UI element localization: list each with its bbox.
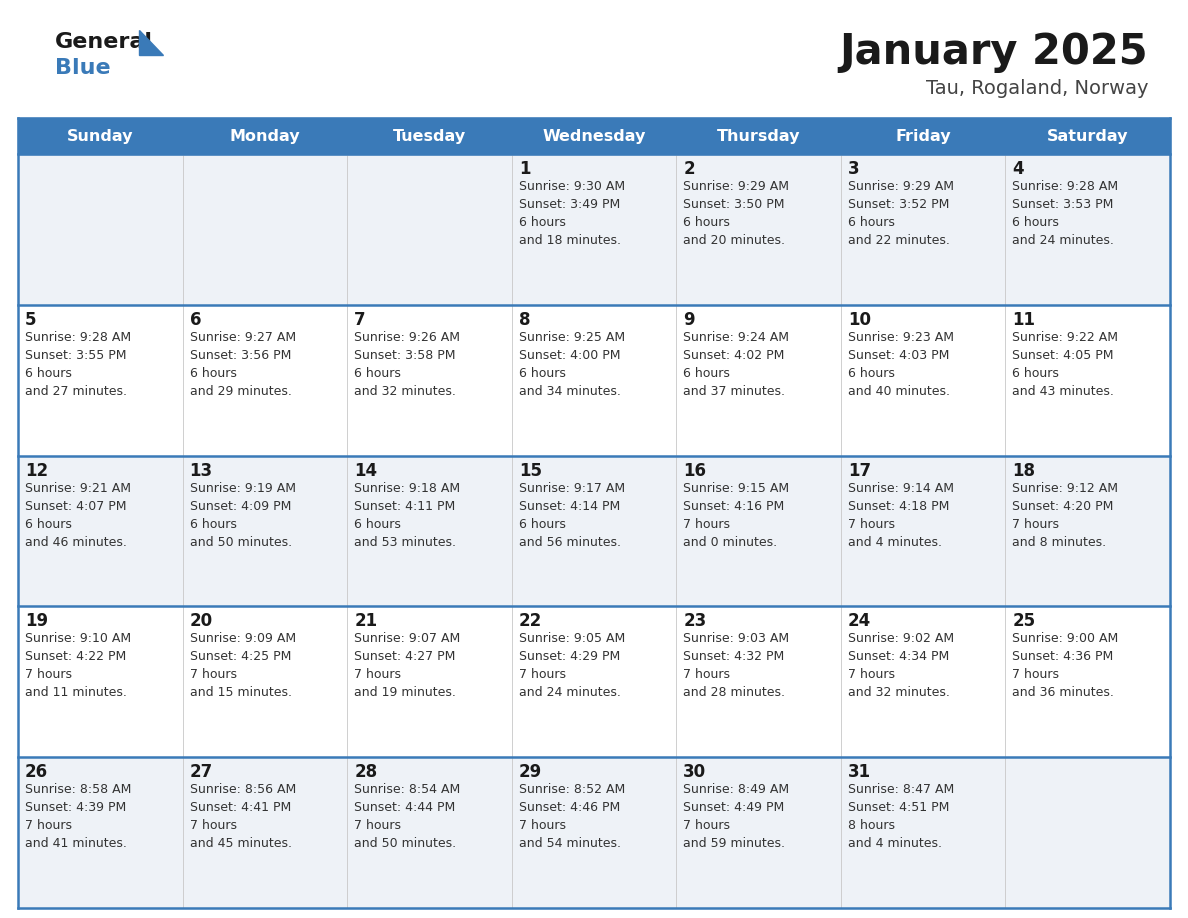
Text: 6: 6 bbox=[190, 311, 201, 329]
Text: Sunrise: 9:02 AM
Sunset: 4:34 PM
7 hours
and 32 minutes.: Sunrise: 9:02 AM Sunset: 4:34 PM 7 hours… bbox=[848, 633, 954, 700]
Text: 24: 24 bbox=[848, 612, 871, 631]
Text: 20: 20 bbox=[190, 612, 213, 631]
Text: Sunrise: 9:21 AM
Sunset: 4:07 PM
6 hours
and 46 minutes.: Sunrise: 9:21 AM Sunset: 4:07 PM 6 hours… bbox=[25, 482, 131, 549]
Text: Sunrise: 9:07 AM
Sunset: 4:27 PM
7 hours
and 19 minutes.: Sunrise: 9:07 AM Sunset: 4:27 PM 7 hours… bbox=[354, 633, 461, 700]
Text: 5: 5 bbox=[25, 311, 37, 329]
Text: Sunrise: 9:03 AM
Sunset: 4:32 PM
7 hours
and 28 minutes.: Sunrise: 9:03 AM Sunset: 4:32 PM 7 hours… bbox=[683, 633, 789, 700]
Text: 2: 2 bbox=[683, 160, 695, 178]
Text: Thursday: Thursday bbox=[716, 129, 801, 143]
Text: 28: 28 bbox=[354, 763, 378, 781]
Text: 21: 21 bbox=[354, 612, 378, 631]
Text: Sunrise: 9:29 AM
Sunset: 3:50 PM
6 hours
and 20 minutes.: Sunrise: 9:29 AM Sunset: 3:50 PM 6 hours… bbox=[683, 180, 789, 247]
Text: Sunrise: 9:22 AM
Sunset: 4:05 PM
6 hours
and 43 minutes.: Sunrise: 9:22 AM Sunset: 4:05 PM 6 hours… bbox=[1012, 330, 1118, 397]
Text: Sunrise: 9:00 AM
Sunset: 4:36 PM
7 hours
and 36 minutes.: Sunrise: 9:00 AM Sunset: 4:36 PM 7 hours… bbox=[1012, 633, 1119, 700]
Text: 26: 26 bbox=[25, 763, 49, 781]
Bar bbox=[18, 118, 1170, 154]
Text: Sunrise: 8:52 AM
Sunset: 4:46 PM
7 hours
and 54 minutes.: Sunrise: 8:52 AM Sunset: 4:46 PM 7 hours… bbox=[519, 783, 625, 850]
Text: 3: 3 bbox=[848, 160, 859, 178]
Polygon shape bbox=[139, 30, 163, 55]
Text: Sunrise: 9:05 AM
Sunset: 4:29 PM
7 hours
and 24 minutes.: Sunrise: 9:05 AM Sunset: 4:29 PM 7 hours… bbox=[519, 633, 625, 700]
Text: Saturday: Saturday bbox=[1047, 129, 1129, 143]
Text: 15: 15 bbox=[519, 462, 542, 479]
Text: 9: 9 bbox=[683, 311, 695, 329]
Text: 4: 4 bbox=[1012, 160, 1024, 178]
Text: Sunrise: 9:14 AM
Sunset: 4:18 PM
7 hours
and 4 minutes.: Sunrise: 9:14 AM Sunset: 4:18 PM 7 hours… bbox=[848, 482, 954, 549]
Text: Sunrise: 9:12 AM
Sunset: 4:20 PM
7 hours
and 8 minutes.: Sunrise: 9:12 AM Sunset: 4:20 PM 7 hours… bbox=[1012, 482, 1118, 549]
Bar bbox=[18, 154, 1170, 305]
Text: 10: 10 bbox=[848, 311, 871, 329]
Text: Sunrise: 9:19 AM
Sunset: 4:09 PM
6 hours
and 50 minutes.: Sunrise: 9:19 AM Sunset: 4:09 PM 6 hours… bbox=[190, 482, 296, 549]
Text: Sunrise: 9:25 AM
Sunset: 4:00 PM
6 hours
and 34 minutes.: Sunrise: 9:25 AM Sunset: 4:00 PM 6 hours… bbox=[519, 330, 625, 397]
Text: 22: 22 bbox=[519, 612, 542, 631]
Bar bbox=[18, 305, 1170, 455]
Text: 16: 16 bbox=[683, 462, 707, 479]
Text: 29: 29 bbox=[519, 763, 542, 781]
Text: Sunrise: 8:49 AM
Sunset: 4:49 PM
7 hours
and 59 minutes.: Sunrise: 8:49 AM Sunset: 4:49 PM 7 hours… bbox=[683, 783, 789, 850]
Text: Sunrise: 9:09 AM
Sunset: 4:25 PM
7 hours
and 15 minutes.: Sunrise: 9:09 AM Sunset: 4:25 PM 7 hours… bbox=[190, 633, 296, 700]
Text: General: General bbox=[55, 32, 153, 52]
Text: Sunrise: 9:27 AM
Sunset: 3:56 PM
6 hours
and 29 minutes.: Sunrise: 9:27 AM Sunset: 3:56 PM 6 hours… bbox=[190, 330, 296, 397]
Bar bbox=[18, 455, 1170, 607]
Text: Sunrise: 9:29 AM
Sunset: 3:52 PM
6 hours
and 22 minutes.: Sunrise: 9:29 AM Sunset: 3:52 PM 6 hours… bbox=[848, 180, 954, 247]
Text: Monday: Monday bbox=[229, 129, 301, 143]
Text: Sunrise: 9:26 AM
Sunset: 3:58 PM
6 hours
and 32 minutes.: Sunrise: 9:26 AM Sunset: 3:58 PM 6 hours… bbox=[354, 330, 460, 397]
Text: 25: 25 bbox=[1012, 612, 1036, 631]
Text: 8: 8 bbox=[519, 311, 530, 329]
Text: 30: 30 bbox=[683, 763, 707, 781]
Text: 1: 1 bbox=[519, 160, 530, 178]
Text: 19: 19 bbox=[25, 612, 49, 631]
Text: Sunrise: 9:23 AM
Sunset: 4:03 PM
6 hours
and 40 minutes.: Sunrise: 9:23 AM Sunset: 4:03 PM 6 hours… bbox=[848, 330, 954, 397]
Text: 12: 12 bbox=[25, 462, 49, 479]
Text: 17: 17 bbox=[848, 462, 871, 479]
Text: 14: 14 bbox=[354, 462, 378, 479]
Text: Sunday: Sunday bbox=[67, 129, 133, 143]
Text: 23: 23 bbox=[683, 612, 707, 631]
Text: Sunrise: 8:47 AM
Sunset: 4:51 PM
8 hours
and 4 minutes.: Sunrise: 8:47 AM Sunset: 4:51 PM 8 hours… bbox=[848, 783, 954, 850]
Text: 13: 13 bbox=[190, 462, 213, 479]
Text: January 2025: January 2025 bbox=[840, 31, 1148, 73]
Text: Blue: Blue bbox=[55, 58, 110, 78]
Text: Sunrise: 9:28 AM
Sunset: 3:53 PM
6 hours
and 24 minutes.: Sunrise: 9:28 AM Sunset: 3:53 PM 6 hours… bbox=[1012, 180, 1119, 247]
Text: 7: 7 bbox=[354, 311, 366, 329]
Text: Tuesday: Tuesday bbox=[393, 129, 466, 143]
Text: Sunrise: 9:24 AM
Sunset: 4:02 PM
6 hours
and 37 minutes.: Sunrise: 9:24 AM Sunset: 4:02 PM 6 hours… bbox=[683, 330, 789, 397]
Text: 11: 11 bbox=[1012, 311, 1036, 329]
Text: Sunrise: 8:58 AM
Sunset: 4:39 PM
7 hours
and 41 minutes.: Sunrise: 8:58 AM Sunset: 4:39 PM 7 hours… bbox=[25, 783, 132, 850]
Text: Sunrise: 9:17 AM
Sunset: 4:14 PM
6 hours
and 56 minutes.: Sunrise: 9:17 AM Sunset: 4:14 PM 6 hours… bbox=[519, 482, 625, 549]
Text: Sunrise: 9:30 AM
Sunset: 3:49 PM
6 hours
and 18 minutes.: Sunrise: 9:30 AM Sunset: 3:49 PM 6 hours… bbox=[519, 180, 625, 247]
Text: Sunrise: 9:15 AM
Sunset: 4:16 PM
7 hours
and 0 minutes.: Sunrise: 9:15 AM Sunset: 4:16 PM 7 hours… bbox=[683, 482, 789, 549]
Text: 31: 31 bbox=[848, 763, 871, 781]
Text: 27: 27 bbox=[190, 763, 213, 781]
Text: Sunrise: 8:56 AM
Sunset: 4:41 PM
7 hours
and 45 minutes.: Sunrise: 8:56 AM Sunset: 4:41 PM 7 hours… bbox=[190, 783, 296, 850]
Text: 18: 18 bbox=[1012, 462, 1036, 479]
Text: Wednesday: Wednesday bbox=[542, 129, 646, 143]
Bar bbox=[18, 757, 1170, 908]
Text: Friday: Friday bbox=[896, 129, 950, 143]
Bar bbox=[18, 607, 1170, 757]
Text: Sunrise: 9:18 AM
Sunset: 4:11 PM
6 hours
and 53 minutes.: Sunrise: 9:18 AM Sunset: 4:11 PM 6 hours… bbox=[354, 482, 460, 549]
Text: Sunrise: 9:28 AM
Sunset: 3:55 PM
6 hours
and 27 minutes.: Sunrise: 9:28 AM Sunset: 3:55 PM 6 hours… bbox=[25, 330, 131, 397]
Text: Sunrise: 9:10 AM
Sunset: 4:22 PM
7 hours
and 11 minutes.: Sunrise: 9:10 AM Sunset: 4:22 PM 7 hours… bbox=[25, 633, 131, 700]
Text: Tau, Rogaland, Norway: Tau, Rogaland, Norway bbox=[925, 79, 1148, 97]
Text: Sunrise: 8:54 AM
Sunset: 4:44 PM
7 hours
and 50 minutes.: Sunrise: 8:54 AM Sunset: 4:44 PM 7 hours… bbox=[354, 783, 461, 850]
